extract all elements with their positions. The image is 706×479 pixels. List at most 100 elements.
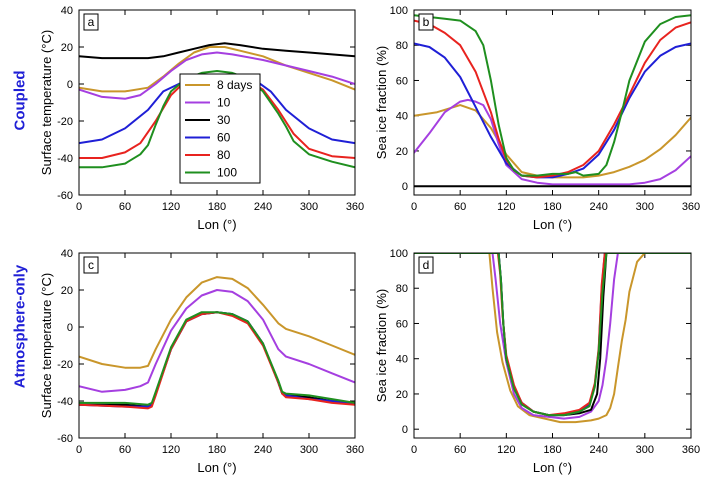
plot-frame-c <box>78 252 356 439</box>
y-tick-label-d-1: 20 <box>396 389 408 401</box>
series-line-d-4 <box>414 253 691 417</box>
x-tick-label-a-4: 240 <box>254 201 272 213</box>
series-group-c <box>79 276 355 410</box>
series-line-c-4 <box>79 311 355 410</box>
legend-box <box>179 73 261 184</box>
series-line-b-3 <box>414 42 691 179</box>
y-tick-label-c-5: 40 <box>61 248 73 260</box>
legend-label-0: 8 days <box>217 78 252 92</box>
y-tick-label-b-2: 40 <box>396 111 408 123</box>
panel-letter-box-b <box>418 13 434 31</box>
x-tick-label-d-6: 360 <box>682 444 700 456</box>
y-tick-label-b-3: 60 <box>396 75 408 87</box>
x-axis-label-d: Lon (°) <box>533 460 572 475</box>
series-line-d-1 <box>414 253 691 420</box>
panel-c: 0 60 120 180 240 300 360 -60 -40 -20 0 20 40 c Lon (°)… <box>39 248 364 475</box>
series-line-a-5 <box>79 70 355 169</box>
legend-label-1: 10 <box>217 96 231 110</box>
x-tick-label-a-6: 360 <box>346 201 364 213</box>
y-axis-label-c: Surface temperature (°C) <box>39 273 54 418</box>
x-tick-label-b-0: 0 <box>411 201 417 213</box>
x-tick-label-a-2: 120 <box>162 201 180 213</box>
y-tick-label-a-5: 40 <box>61 5 73 17</box>
x-tick-label-b-2: 120 <box>497 201 515 213</box>
panel-a: 0 60 120 180 240 300 360 -60 -40 -20 0 20 40 a Lon (°)… <box>39 5 364 232</box>
x-tick-label-b-5: 300 <box>636 201 654 213</box>
y-axis-label-b: Sea ice fraction (%) <box>374 46 389 159</box>
series-line-d-0 <box>414 253 691 424</box>
y-tick-label-b-4: 80 <box>396 40 408 52</box>
y-tick-label-a-4: 20 <box>61 42 73 54</box>
x-tick-label-c-3: 180 <box>208 444 226 456</box>
row-label-atmosphere-only: Atmosphere-only <box>11 264 29 389</box>
y-tick-label-b-1: 20 <box>396 146 408 158</box>
x-tick-label-d-3: 180 <box>543 444 561 456</box>
panel-letter-box-c <box>83 256 99 274</box>
series-group-b <box>414 14 691 188</box>
y-tick-label-d-3: 60 <box>396 318 408 330</box>
series-line-b-1 <box>414 98 691 186</box>
y-tick-label-d-2: 40 <box>396 354 408 366</box>
series-line-b-4 <box>414 19 691 179</box>
legend-label-4: 80 <box>217 148 231 162</box>
panel-letter-a: a <box>88 15 95 29</box>
x-tick-label-d-5: 300 <box>636 444 654 456</box>
y-tick-label-d-0: 0 <box>402 424 408 436</box>
y-tick-label-a-0: -60 <box>57 190 73 202</box>
x-tick-label-c-5: 300 <box>300 444 318 456</box>
series-line-a-1 <box>79 51 355 100</box>
series-line-a-2 <box>79 42 355 60</box>
series-line-d-5 <box>414 253 691 417</box>
x-axis-label-c: Lon (°) <box>197 460 236 475</box>
x-tick-label-d-4: 240 <box>589 444 607 456</box>
y-tick-label-c-1: -40 <box>57 396 73 408</box>
series-line-b-5 <box>414 14 691 177</box>
x-tick-label-c-1: 60 <box>119 444 131 456</box>
y-tick-label-c-4: 20 <box>61 285 73 297</box>
x-tick-label-b-1: 60 <box>454 201 466 213</box>
series-line-c-2 <box>79 311 355 408</box>
x-tick-label-b-4: 240 <box>589 201 607 213</box>
series-line-a-0 <box>79 46 355 93</box>
y-tick-label-c-2: -20 <box>57 359 73 371</box>
series-line-d-3 <box>414 253 691 417</box>
y-tick-label-d-5: 100 <box>390 248 408 260</box>
row-label-coupled: Coupled <box>11 70 29 131</box>
y-tick-label-c-0: -60 <box>57 433 73 445</box>
x-tick-label-b-3: 180 <box>543 201 561 213</box>
y-tick-label-a-3: 0 <box>67 79 73 91</box>
y-axis-label-d: Sea ice fraction (%) <box>374 289 389 402</box>
x-tick-label-c-6: 360 <box>346 444 364 456</box>
plot-frame-b <box>413 9 692 196</box>
series-line-b-0 <box>414 104 691 179</box>
panel-letter-box-a <box>83 13 99 31</box>
panel-letter-d: d <box>423 258 430 272</box>
x-axis-label-b: Lon (°) <box>533 217 572 232</box>
x-tick-label-c-0: 0 <box>76 444 82 456</box>
series-group-d <box>414 253 691 424</box>
legend-label-5: 100 <box>217 166 237 180</box>
x-tick-label-d-1: 60 <box>454 444 466 456</box>
series-line-c-1 <box>79 289 355 393</box>
panel-b: 0 60 120 180 240 300 360 0 20 40 60 80 100 b Lon (°) Se… <box>374 5 700 232</box>
plot-frame-a <box>78 9 356 196</box>
series-line-c-3 <box>79 311 355 408</box>
x-tick-label-c-2: 120 <box>162 444 180 456</box>
x-tick-label-b-6: 360 <box>682 201 700 213</box>
y-tick-label-c-3: 0 <box>67 322 73 334</box>
y-tick-label-a-1: -40 <box>57 153 73 165</box>
series-line-c-0 <box>79 276 355 369</box>
series-line-c-5 <box>79 311 355 406</box>
x-axis-label-a: Lon (°) <box>197 217 236 232</box>
panel-letter-b: b <box>423 15 430 29</box>
panel-d: 0 60 120 180 240 300 360 0 20 40 60 80 100 d Lon (°) Se… <box>374 248 700 475</box>
y-tick-label-b-0: 0 <box>402 181 408 193</box>
x-tick-label-a-1: 60 <box>119 201 131 213</box>
y-tick-label-d-4: 80 <box>396 283 408 295</box>
x-tick-label-a-0: 0 <box>76 201 82 213</box>
legend-label-2: 30 <box>217 113 231 127</box>
y-tick-label-b-5: 100 <box>390 5 408 17</box>
x-tick-label-a-5: 300 <box>300 201 318 213</box>
